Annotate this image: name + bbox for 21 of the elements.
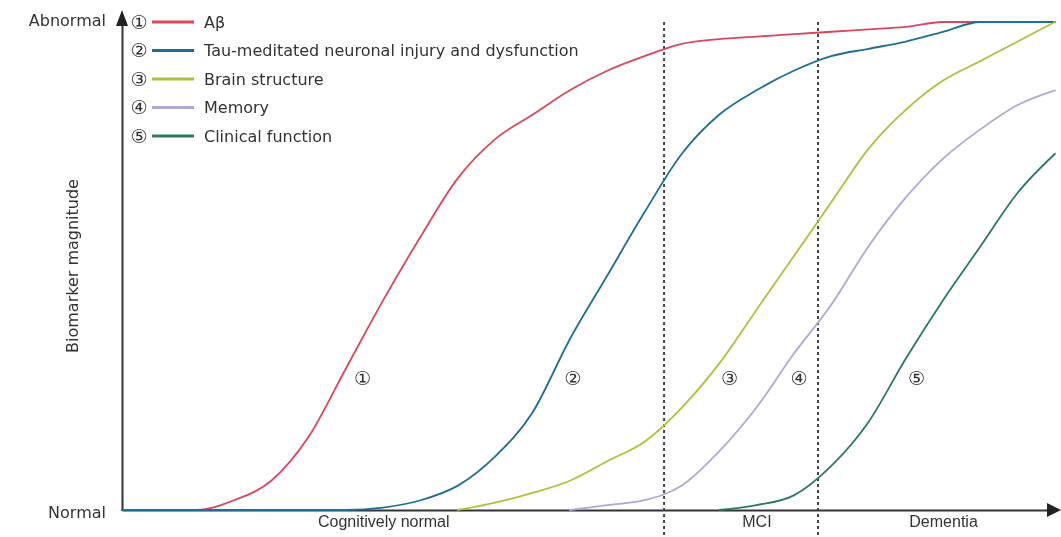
- text: ①: [130, 10, 148, 33]
- text: Normal: [48, 502, 106, 522]
- legend-label: Clinical function: [204, 126, 333, 146]
- text: ②: [130, 39, 148, 62]
- annotation: ⑤: [907, 366, 926, 389]
- text: Abnormal: [28, 10, 106, 30]
- text: ④: [130, 96, 148, 119]
- annotation: ③: [721, 366, 739, 389]
- text: ③: [130, 67, 148, 90]
- annotation: ②: [564, 366, 582, 389]
- annotation: ④: [790, 366, 808, 389]
- annotation: ①: [353, 367, 372, 390]
- x-tick-label: Dementia: [909, 513, 978, 531]
- legend-label: Tau-meditated neuronal injury and dysfunction: [203, 41, 579, 61]
- legend-label: Memory: [204, 98, 270, 118]
- text: ⑤: [130, 124, 148, 147]
- y-axis-title: Biomarker magnitude: [63, 179, 82, 353]
- legend-label: Brain structure: [204, 69, 324, 89]
- x-tick-label: MCI: [742, 513, 772, 531]
- legend-label: Aβ: [204, 12, 226, 32]
- x-tick-label: Cognitively normal: [317, 513, 450, 531]
